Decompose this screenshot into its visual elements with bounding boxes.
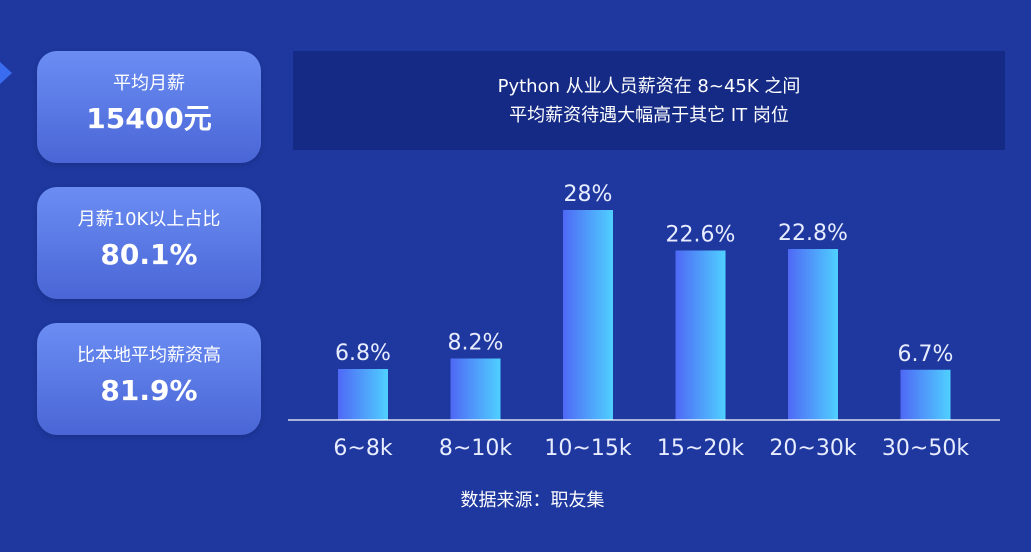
bar-10~15k [563, 210, 613, 420]
bar-6~8k [338, 369, 388, 420]
bar-8~10k [450, 358, 501, 420]
stat-label: 平均月薪 [113, 73, 185, 94]
stat-value: 81.9% [100, 374, 198, 407]
stat-card-average-salary: 平均月薪 15400元 [37, 51, 261, 163]
data-label: 28% [564, 182, 613, 207]
pointer-arrow-icon [0, 62, 12, 84]
bar-20~30k [788, 249, 838, 420]
x-tick-label: 30~50k [882, 436, 969, 461]
data-label: 22.6% [666, 223, 736, 248]
x-tick-label: 10~15k [544, 436, 631, 461]
stat-value: 80.1% [100, 238, 198, 271]
x-tick-label: 15~20k [657, 436, 744, 461]
bar-15~20k [675, 250, 726, 420]
headline-line-1: Python 从业人员薪资在 8~45K 之间 [497, 76, 801, 97]
headline-box: Python 从业人员薪资在 8~45K 之间 平均薪资待遇大幅高于其它 IT … [293, 51, 1005, 150]
data-label: 6.8% [335, 341, 391, 366]
x-tick-label: 20~30k [769, 436, 856, 461]
stat-card-over-10k-share: 月薪10K以上占比 80.1% [37, 187, 261, 299]
stat-card-above-local-average: 比本地平均薪资高 81.9% [37, 323, 261, 435]
x-tick-label: 6~8k [333, 436, 392, 461]
data-label: 8.2% [448, 331, 504, 356]
stat-value: 15400元 [86, 102, 212, 135]
x-tick-label: 8~10k [439, 436, 512, 461]
bar-30~50k [900, 369, 951, 420]
stat-label: 月薪10K以上占比 [77, 209, 221, 230]
data-label: 6.7% [898, 342, 954, 367]
stat-label: 比本地平均薪资高 [77, 345, 221, 366]
data-label: 22.8% [778, 221, 848, 246]
headline-line-2: 平均薪资待遇大幅高于其它 IT 岗位 [509, 105, 789, 126]
data-source-note: 数据来源：职友集 [460, 490, 605, 511]
